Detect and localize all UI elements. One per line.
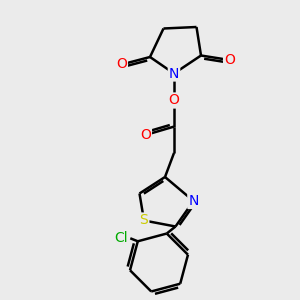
Text: N: N [188,194,199,208]
Text: O: O [140,128,151,142]
Text: O: O [169,94,179,107]
Text: Cl: Cl [115,231,128,245]
Text: O: O [116,58,127,71]
Text: S: S [140,214,148,227]
Text: O: O [224,53,235,67]
Text: N: N [169,67,179,80]
